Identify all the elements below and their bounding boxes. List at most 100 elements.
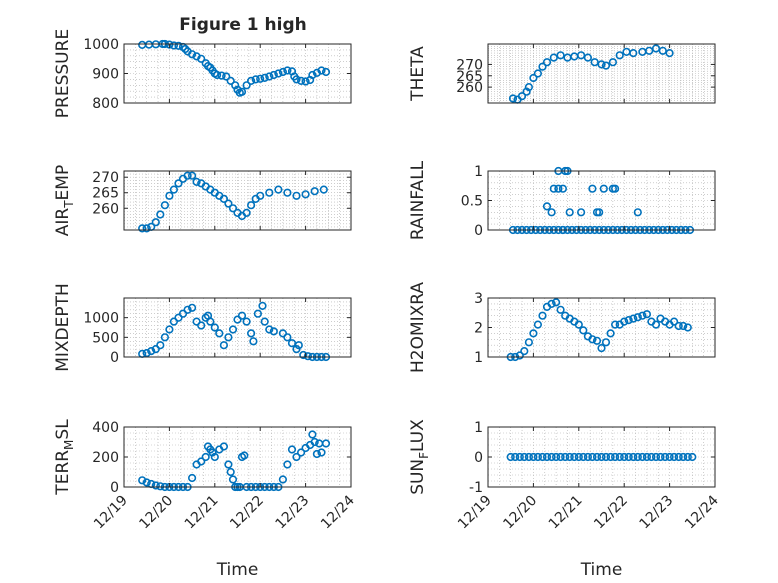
- data-point: [556, 51, 565, 60]
- data-point: [237, 311, 247, 320]
- data-point: [192, 317, 201, 326]
- data-point: [224, 333, 233, 342]
- data-point: [174, 41, 183, 50]
- data-point: [231, 81, 240, 90]
- data-point: [283, 188, 292, 197]
- data-point: [669, 317, 679, 326]
- data-point: [520, 452, 529, 462]
- y-tick-label: 400: [92, 420, 119, 436]
- data-point: [165, 191, 174, 200]
- data-point: [538, 452, 547, 462]
- data-point: [247, 201, 256, 210]
- data-point: [529, 452, 538, 462]
- data-point: [656, 452, 665, 462]
- data-point: [533, 69, 543, 78]
- data-point: [174, 313, 183, 322]
- data-point: [237, 87, 247, 96]
- data-point: [529, 73, 538, 83]
- data-point: [228, 475, 238, 484]
- data-point: [674, 321, 683, 331]
- data-point: [269, 70, 278, 80]
- data-point: [620, 452, 629, 462]
- data-point: [308, 70, 317, 80]
- subplot-h2omixra: 1 2 3 H2OMIXRA: [408, 282, 716, 373]
- data-point: [219, 442, 228, 451]
- data-point: [138, 476, 147, 485]
- data-point: [665, 452, 674, 462]
- y-tick-label: 1000: [83, 311, 119, 327]
- y-tick-label: -1: [469, 480, 483, 496]
- data-point: [224, 460, 233, 469]
- data-point: [588, 335, 597, 344]
- data-point: [615, 51, 624, 60]
- data-point: [669, 452, 679, 462]
- data-point: [165, 325, 174, 334]
- data-point: [224, 199, 233, 208]
- data-point: [529, 329, 538, 338]
- data-point: [565, 452, 574, 462]
- y-tick-label: 265: [92, 186, 119, 202]
- data-point: [574, 320, 583, 329]
- y-axis-label: SUNFLUX: [408, 419, 431, 495]
- data-point: [547, 452, 556, 462]
- data-point: [651, 320, 661, 329]
- series-h2omixra: [506, 298, 692, 362]
- data-point: [169, 317, 178, 326]
- y-tick-label: 1: [474, 420, 483, 436]
- y-tick-label: 0: [110, 350, 119, 366]
- grid-lines: [487, 43, 716, 104]
- data-point: [210, 452, 219, 462]
- y-tick-label: 3: [474, 291, 483, 307]
- data-point: [278, 475, 288, 484]
- data-point: [651, 44, 661, 53]
- y-tick-label: 0: [474, 450, 483, 466]
- data-point: [549, 184, 558, 193]
- data-point: [592, 336, 602, 345]
- data-point: [274, 69, 283, 78]
- data-point: [638, 311, 647, 320]
- series-sun_flux: [506, 452, 697, 462]
- data-point: [601, 452, 611, 462]
- data-point: [310, 437, 319, 447]
- data-point: [297, 76, 306, 85]
- data-point: [551, 452, 561, 462]
- y-tick-label: 0: [474, 223, 483, 239]
- data-point: [629, 48, 638, 58]
- data-point: [606, 452, 615, 462]
- data-point: [299, 350, 308, 360]
- y-tick-label: 270: [92, 170, 119, 186]
- data-point: [542, 202, 552, 211]
- data-point: [287, 445, 297, 454]
- data-point: [683, 452, 692, 462]
- data-point: [597, 344, 606, 353]
- data-point: [169, 185, 178, 194]
- data-point: [608, 58, 618, 67]
- data-point: [249, 337, 258, 346]
- data-point: [278, 67, 288, 77]
- data-point: [547, 299, 556, 309]
- axes-background: [124, 171, 351, 230]
- data-point: [520, 347, 529, 356]
- data-point: [188, 303, 197, 312]
- data-point: [524, 82, 534, 92]
- data-point: [624, 452, 633, 462]
- data-point: [321, 67, 331, 77]
- data-point: [274, 185, 283, 194]
- data-point: [265, 325, 274, 334]
- data-point: [310, 187, 319, 196]
- data-point: [556, 305, 565, 314]
- x-axis-label: Time: [580, 560, 623, 580]
- data-point: [219, 341, 228, 350]
- x-axis-label: Time: [216, 560, 259, 580]
- data-point: [601, 338, 611, 347]
- data-point: [542, 452, 552, 462]
- data-point: [610, 452, 620, 462]
- data-point: [151, 218, 160, 227]
- data-point: [197, 457, 206, 466]
- data-point: [615, 452, 624, 462]
- data-point: [679, 321, 688, 331]
- data-point: [524, 452, 534, 462]
- data-point: [151, 481, 160, 490]
